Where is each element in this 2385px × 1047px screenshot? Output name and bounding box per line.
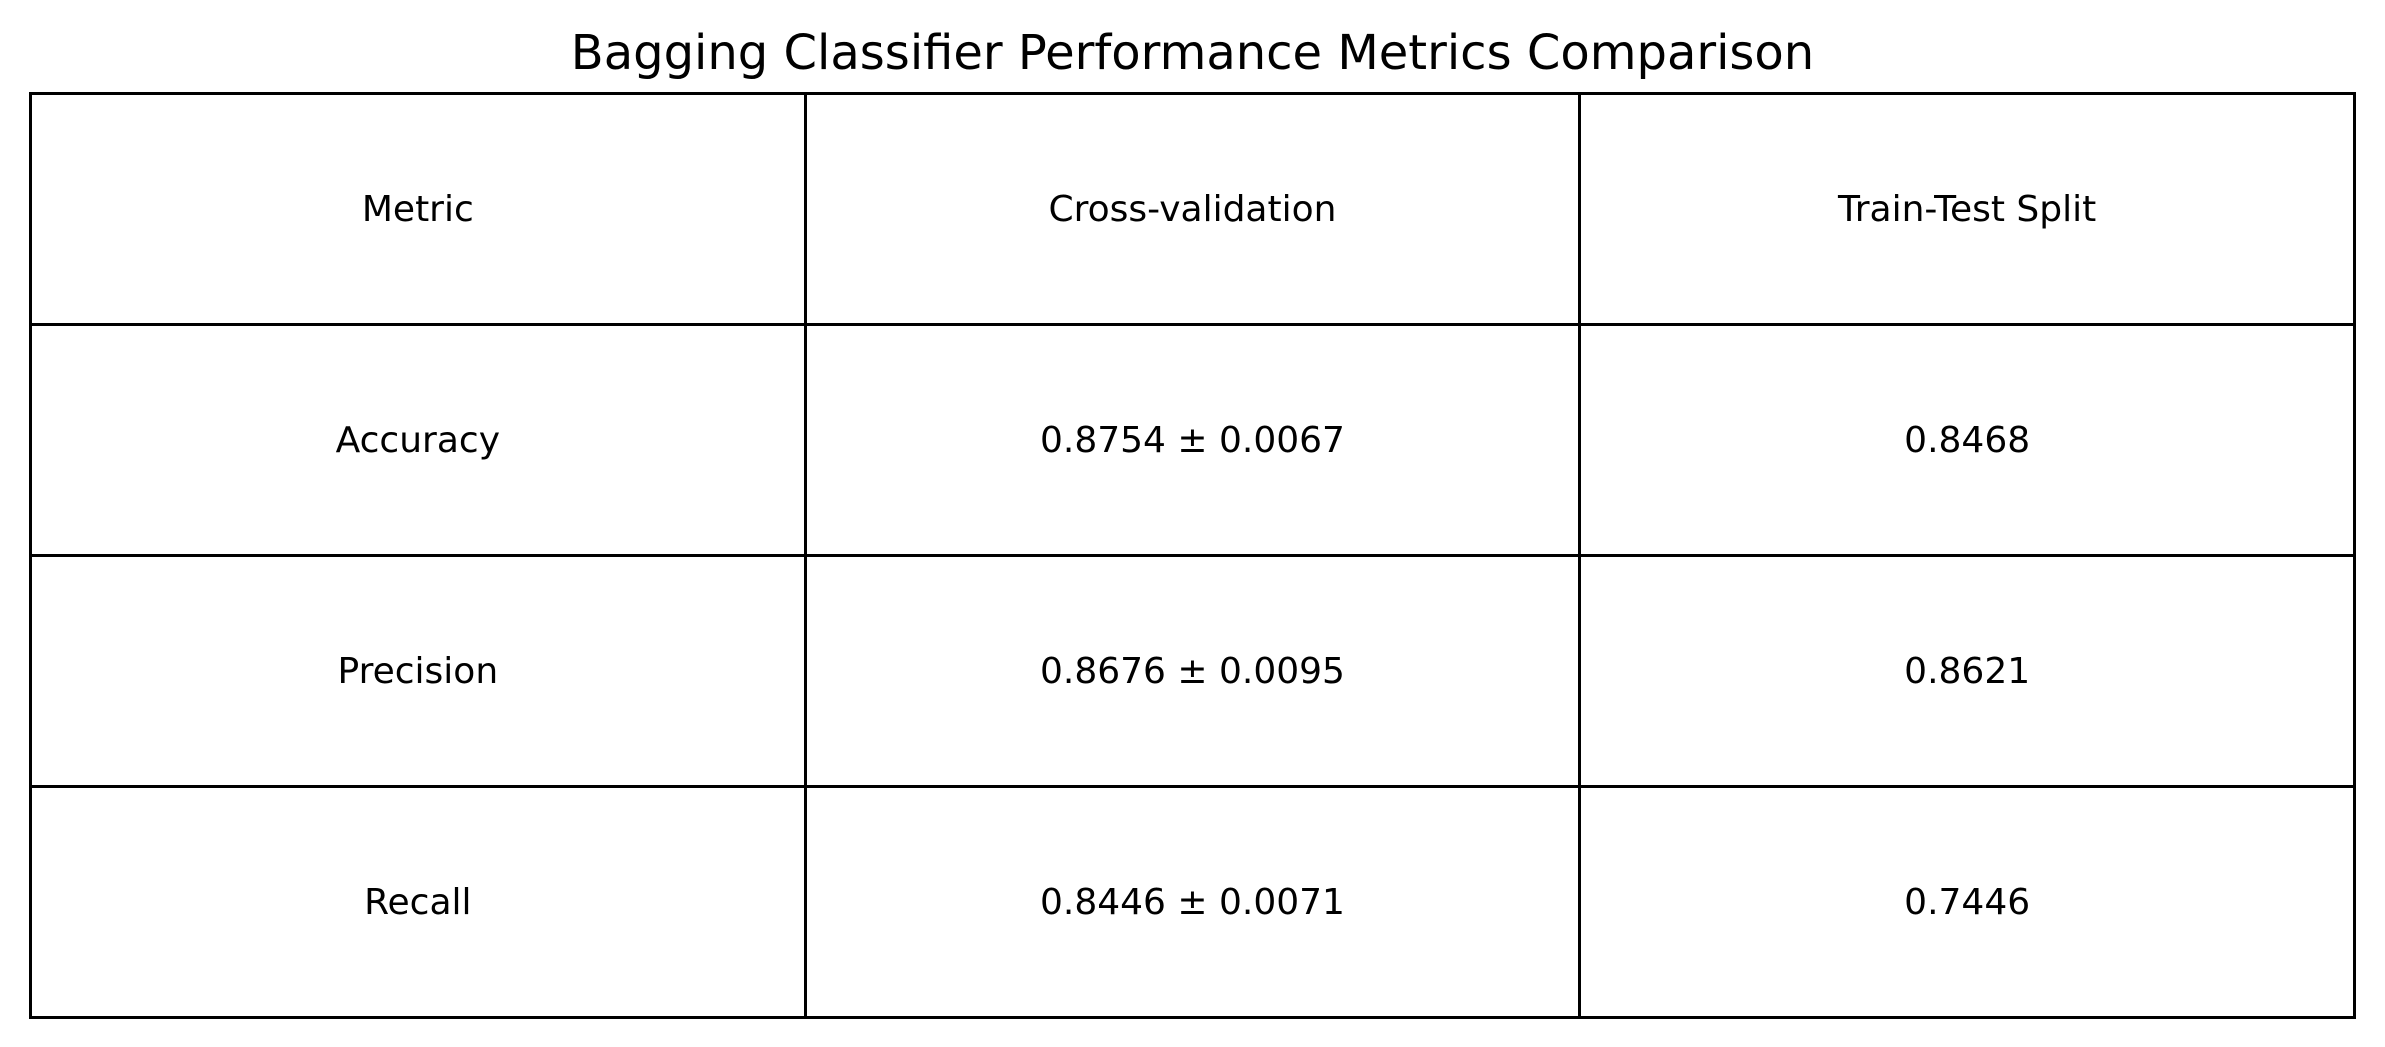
- table-cell: 0.8754 ± 0.0067: [803, 323, 1582, 557]
- chart-title: Bagging Classifier Performance Metrics C…: [570, 25, 1815, 81]
- header-cell-train-test-split: Train-Test Split: [1578, 92, 2356, 326]
- table-cell: Precision: [29, 554, 807, 788]
- table-row: Precision 0.8676 ± 0.0095 0.8621: [29, 554, 2356, 788]
- table-cell: 0.7446: [1578, 785, 2356, 1019]
- table-cell: 0.8676 ± 0.0095: [803, 554, 1582, 788]
- header-cell-metric: Metric: [29, 92, 807, 326]
- table-row: Recall 0.8446 ± 0.0071 0.7446: [29, 785, 2356, 1019]
- table-cell: Accuracy: [29, 323, 807, 557]
- header-row: Metric Cross-validation Train-Test Split: [29, 92, 2356, 326]
- table-cell: 0.8446 ± 0.0071: [803, 785, 1582, 1019]
- table-cell: 0.8468: [1578, 323, 2356, 557]
- metrics-table: Metric Cross-validation Train-Test Split…: [29, 92, 2356, 1019]
- table-cell: 0.8621: [1578, 554, 2356, 788]
- header-cell-cross-validation: Cross-validation: [803, 92, 1582, 326]
- table-cell: Recall: [29, 785, 807, 1019]
- table-row: Accuracy 0.8754 ± 0.0067 0.8468: [29, 323, 2356, 557]
